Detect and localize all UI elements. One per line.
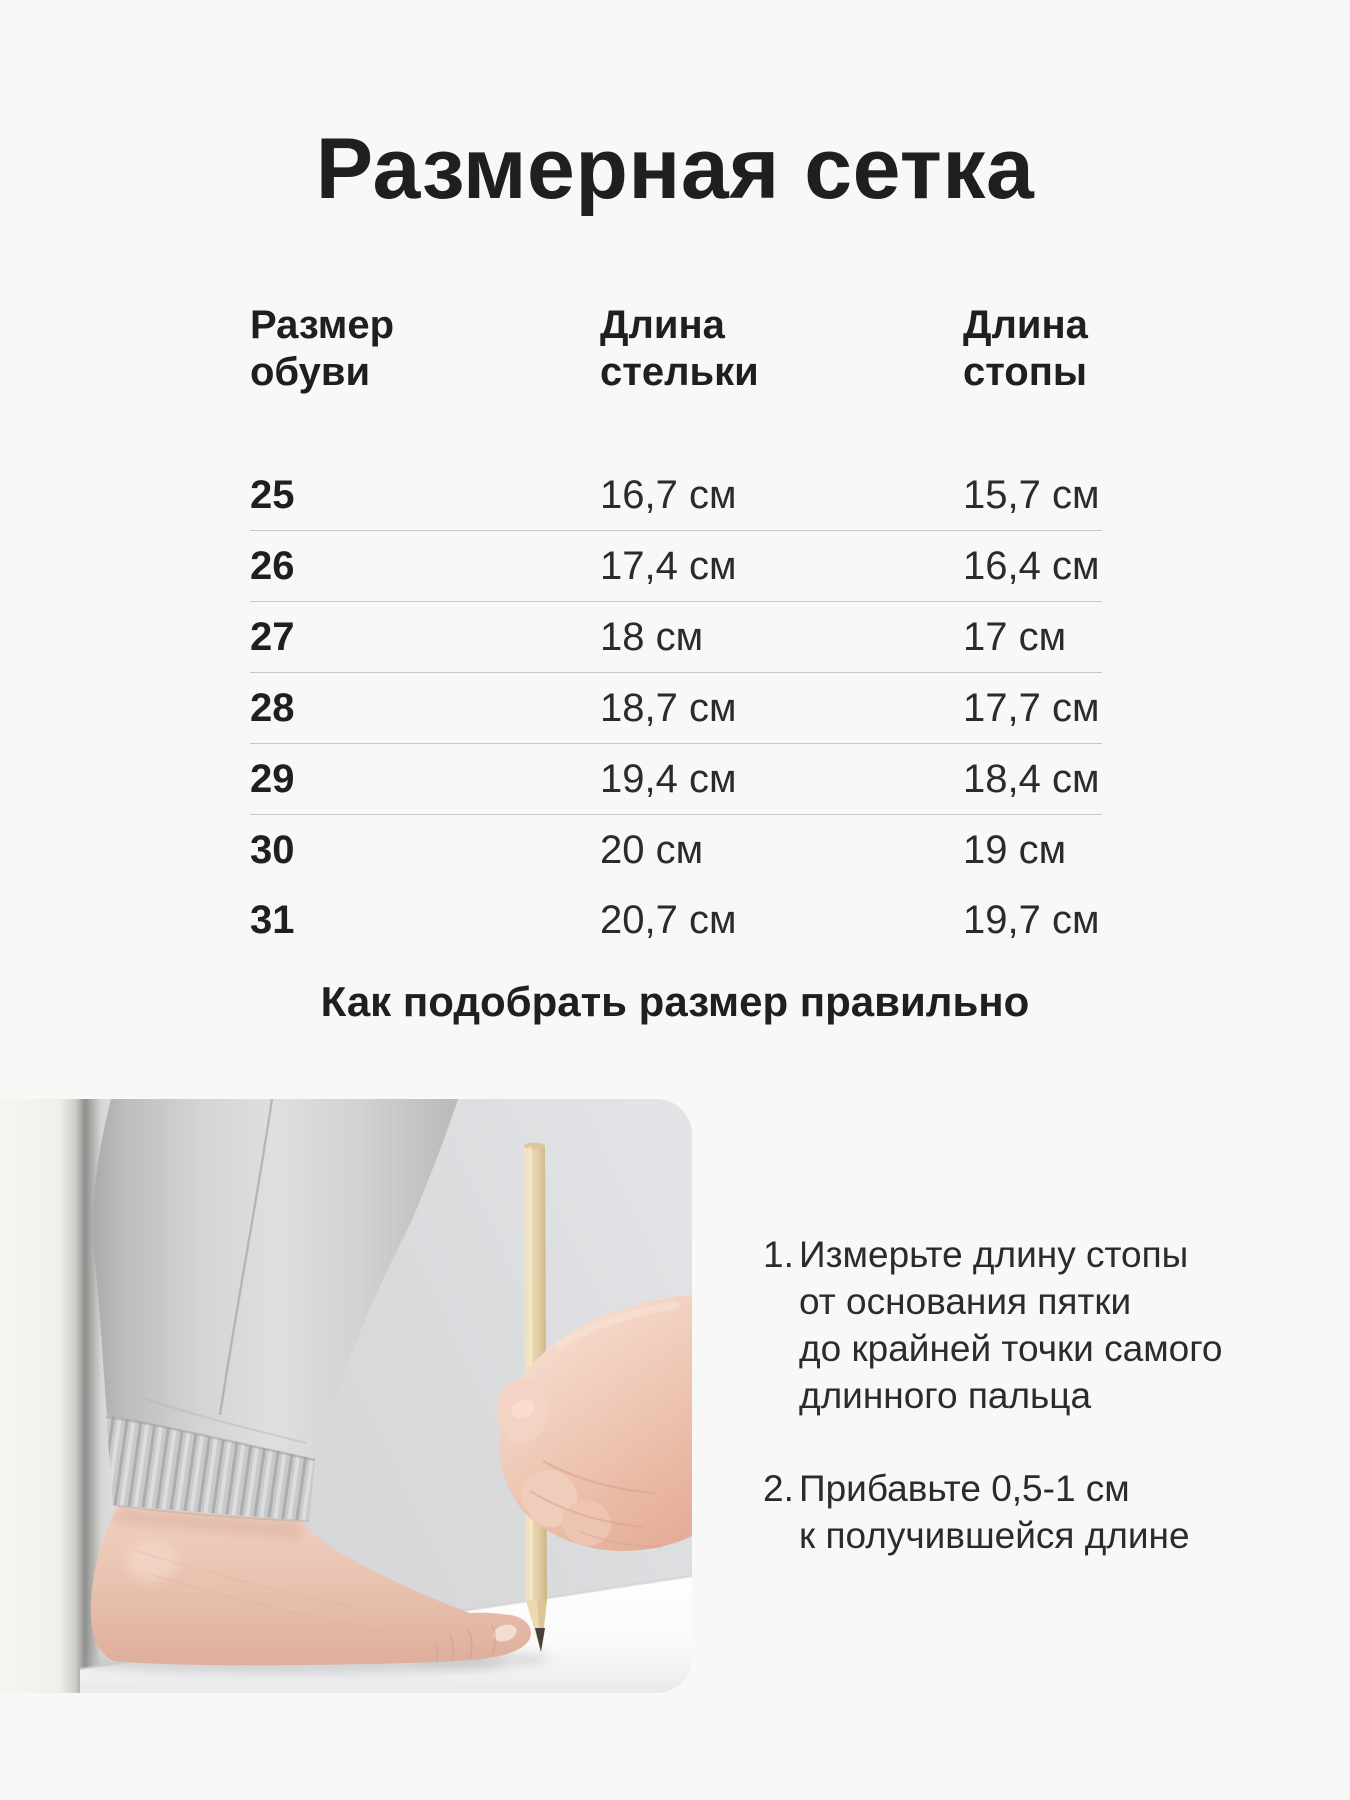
section-subtitle: Как подобрать размер правильно	[320, 978, 1030, 1025]
hand	[496, 1295, 692, 1551]
size-table-header: Размер обуви Длина стельки Длина стопы	[250, 302, 1102, 396]
cell-insole-length: 20 см	[600, 827, 704, 872]
table-row: 25 16,7 см 15,7 см	[250, 460, 1102, 531]
table-row: 27 18 см 17 см	[250, 602, 1102, 673]
cell-foot-length: 16,4 см	[963, 543, 1100, 588]
foot-measurement-photo	[0, 1099, 692, 1693]
cell-size: 31	[250, 897, 295, 942]
cell-foot-length: 17 см	[963, 614, 1067, 659]
pant-cuff	[105, 1415, 316, 1522]
cell-size: 30	[250, 827, 295, 872]
cell-foot-length: 17,7 см	[963, 685, 1100, 730]
column-header-foot-length: Длина стопы	[963, 303, 1088, 394]
size-table: Размер обуви Длина стельки Длина стопы 2…	[250, 302, 1102, 955]
cell-foot-length: 15,7 см	[963, 472, 1100, 517]
cell-insole-length: 16,7 см	[600, 472, 737, 517]
curled-finger	[562, 1500, 611, 1546]
step-text: Измерьте длину стопы от основания пятки …	[799, 1234, 1223, 1416]
cell-size: 27	[250, 614, 295, 659]
foot-measurement-illustration	[0, 1099, 692, 1693]
instructions-list: 1. Измерьте длину стопы от основания пят…	[763, 1231, 1273, 1559]
column-header-insole-length: Длина стельки	[600, 303, 759, 394]
list-item: 1. Измерьте длину стопы от основания пят…	[763, 1231, 1273, 1419]
step-number: 2.	[763, 1468, 794, 1509]
cell-foot-length: 19 см	[963, 827, 1067, 872]
cell-size: 29	[250, 756, 295, 801]
list-item: 2. Прибавьте 0,5-1 см к получившейся дли…	[763, 1465, 1273, 1559]
cell-insole-length: 18 см	[600, 614, 704, 659]
cell-insole-length: 17,4 см	[600, 543, 737, 588]
bare-foot	[90, 1501, 531, 1666]
pencil-graphite	[535, 1628, 545, 1652]
cell-size: 25	[250, 472, 295, 517]
table-row: 29 19,4 см 18,4 см	[250, 744, 1102, 815]
table-row: 31 20,7 см 19,7 см	[250, 885, 1102, 955]
cell-insole-length: 18,7 см	[600, 685, 737, 730]
cell-insole-length: 20,7 см	[600, 897, 737, 942]
cell-insole-length: 19,4 см	[600, 756, 737, 801]
curled-finger	[520, 1469, 578, 1527]
cell-size: 28	[250, 685, 295, 730]
step-text: Прибавьте 0,5-1 см к получившейся длине	[799, 1468, 1190, 1556]
cell-size: 26	[250, 543, 295, 588]
cell-foot-length: 18,4 см	[963, 756, 1100, 801]
table-row: 30 20 см 19 см	[250, 815, 1102, 885]
page-title: Размерная сетка	[315, 121, 1035, 217]
cell-foot-length: 19,7 см	[963, 897, 1100, 942]
step-number: 1.	[763, 1234, 794, 1275]
table-row: 26 17,4 см 16,4 см	[250, 531, 1102, 602]
column-header-shoe-size: Размер обуви	[250, 303, 395, 394]
table-row: 28 18,7 см 17,7 см	[250, 673, 1102, 744]
